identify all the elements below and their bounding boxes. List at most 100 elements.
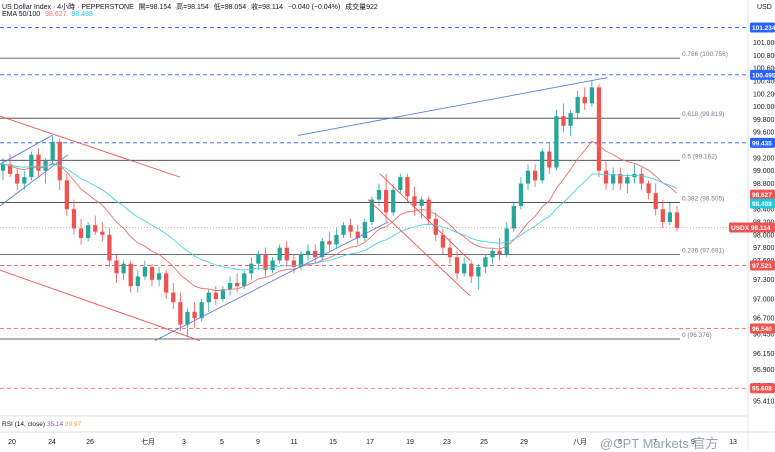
candle-body (121, 263, 126, 274)
candle-body (433, 218, 438, 235)
fib-level-label: 0 (96.376) (682, 332, 712, 339)
candle-body (71, 209, 77, 229)
candle-body (596, 87, 602, 171)
candle-body (426, 199, 431, 219)
candle-body (284, 247, 289, 261)
candle-body (376, 189, 382, 200)
candle-body (242, 273, 247, 287)
y-tick-label: 100.000 (753, 104, 775, 111)
y-tick-label: 95.410 (753, 398, 775, 405)
low-value: 低=98.054 (213, 4, 247, 11)
candle-body (164, 273, 169, 293)
candle-body (142, 266, 148, 277)
candle-body (220, 289, 226, 299)
candle-body (518, 183, 524, 206)
candle-body (178, 302, 183, 325)
trendline-blue (297, 77, 608, 136)
candle-body (405, 177, 410, 197)
y-tick-label: 99.800 (753, 117, 775, 124)
candle-body (15, 173, 20, 184)
candle-body (199, 302, 204, 319)
candle-body (625, 177, 630, 184)
candle-body (50, 141, 55, 162)
ema100-value: 98.488 (71, 11, 93, 18)
fib-level-label: 0.236 (97.691) (682, 248, 724, 255)
rsi-legend[interactable]: RSI (14, close) 35.14 39.97 (2, 421, 81, 428)
close-value: 收=98.114 (251, 4, 284, 11)
y-tick-label: 99.200 (753, 155, 775, 162)
candle-body (270, 260, 275, 271)
candle-body (348, 225, 353, 232)
candle-body (114, 260, 119, 274)
candle-body (362, 222, 367, 239)
price-tag (750, 260, 775, 271)
candle-body (525, 170, 531, 184)
candle-body (532, 170, 538, 181)
candle-body (341, 225, 346, 235)
candle-body (249, 263, 254, 274)
candle-body (497, 250, 502, 255)
rsi-label: RSI (14, close) (2, 421, 45, 428)
candle-body (511, 205, 516, 229)
candle-body (391, 189, 396, 213)
y-tick-label: 95.900 (753, 367, 775, 374)
y-tick-label: 98.000 (753, 232, 775, 239)
x-tick-label: 11 (290, 439, 297, 446)
price-tag-label: 99.435 (752, 140, 772, 147)
candle-body (603, 170, 609, 184)
trendline-blue (0, 154, 69, 207)
price-tag-label: 101.234 (752, 25, 775, 32)
ema-label: EMA 50/100 (2, 11, 41, 18)
candle-body (547, 151, 552, 168)
trendline-red (0, 269, 201, 342)
price-tag-label: 97.521 (752, 263, 772, 270)
candle-body (78, 228, 84, 239)
candle-body (291, 260, 297, 267)
ema-legend[interactable]: EMA 50/100 98.627 98.488 (2, 11, 96, 18)
x-tick-label: 5 (618, 439, 622, 446)
candle-body (440, 234, 446, 248)
candle-body (462, 263, 467, 274)
candle-body (383, 189, 389, 213)
symbol-title[interactable]: US Dollar Index · 4小時 · PEPPERSTONE (2, 4, 134, 11)
candle-body (0, 164, 6, 171)
price-tag-label: 100.495 (752, 72, 775, 79)
x-tick-label: 13 (729, 439, 737, 446)
candle-body (135, 276, 140, 287)
x-tick-label: 24 (48, 439, 56, 446)
y-tick-label: 96.700 (753, 316, 775, 323)
price-tag (729, 222, 775, 233)
fib-level-label: 0.5 (99.162) (682, 153, 717, 160)
candle-body (674, 212, 680, 228)
x-tick-label: 20 (8, 439, 16, 446)
x-tick-label: 25 (480, 439, 488, 446)
open-value: 開=98.154 (138, 4, 172, 11)
volume-value: 成交量922 (345, 4, 378, 11)
watermark: @CPT Markets 官方 (600, 436, 719, 451)
price-tag (750, 383, 775, 394)
candle-body (476, 266, 481, 277)
candle-body (234, 282, 240, 287)
ema50-value: 98.627 (45, 11, 67, 18)
candle-body (554, 116, 559, 168)
currency-label: USD (757, 4, 772, 11)
x-tick-label: 9 (691, 439, 695, 446)
chart-legend: US Dollar Index · 4小時 · PEPPERSTONE 開=98… (2, 2, 381, 12)
x-tick-label: 15 (329, 439, 337, 446)
candle-body (277, 247, 282, 261)
candle-body (667, 212, 673, 223)
candle-body (171, 292, 176, 303)
y-tick-label: 96.450 (753, 332, 775, 339)
change-value: −0.040 (−0.04%) (288, 4, 341, 11)
candle-body (206, 292, 211, 303)
candle-body (419, 199, 424, 206)
y-tick-label: 97.800 (753, 245, 775, 252)
trendline-red (367, 199, 471, 297)
x-tick-label: 5 (220, 439, 224, 446)
candle-body (192, 311, 197, 319)
candle-body (149, 266, 155, 280)
candle-body (568, 112, 573, 126)
candle-body (107, 234, 112, 261)
x-tick-label: 26 (86, 439, 94, 446)
